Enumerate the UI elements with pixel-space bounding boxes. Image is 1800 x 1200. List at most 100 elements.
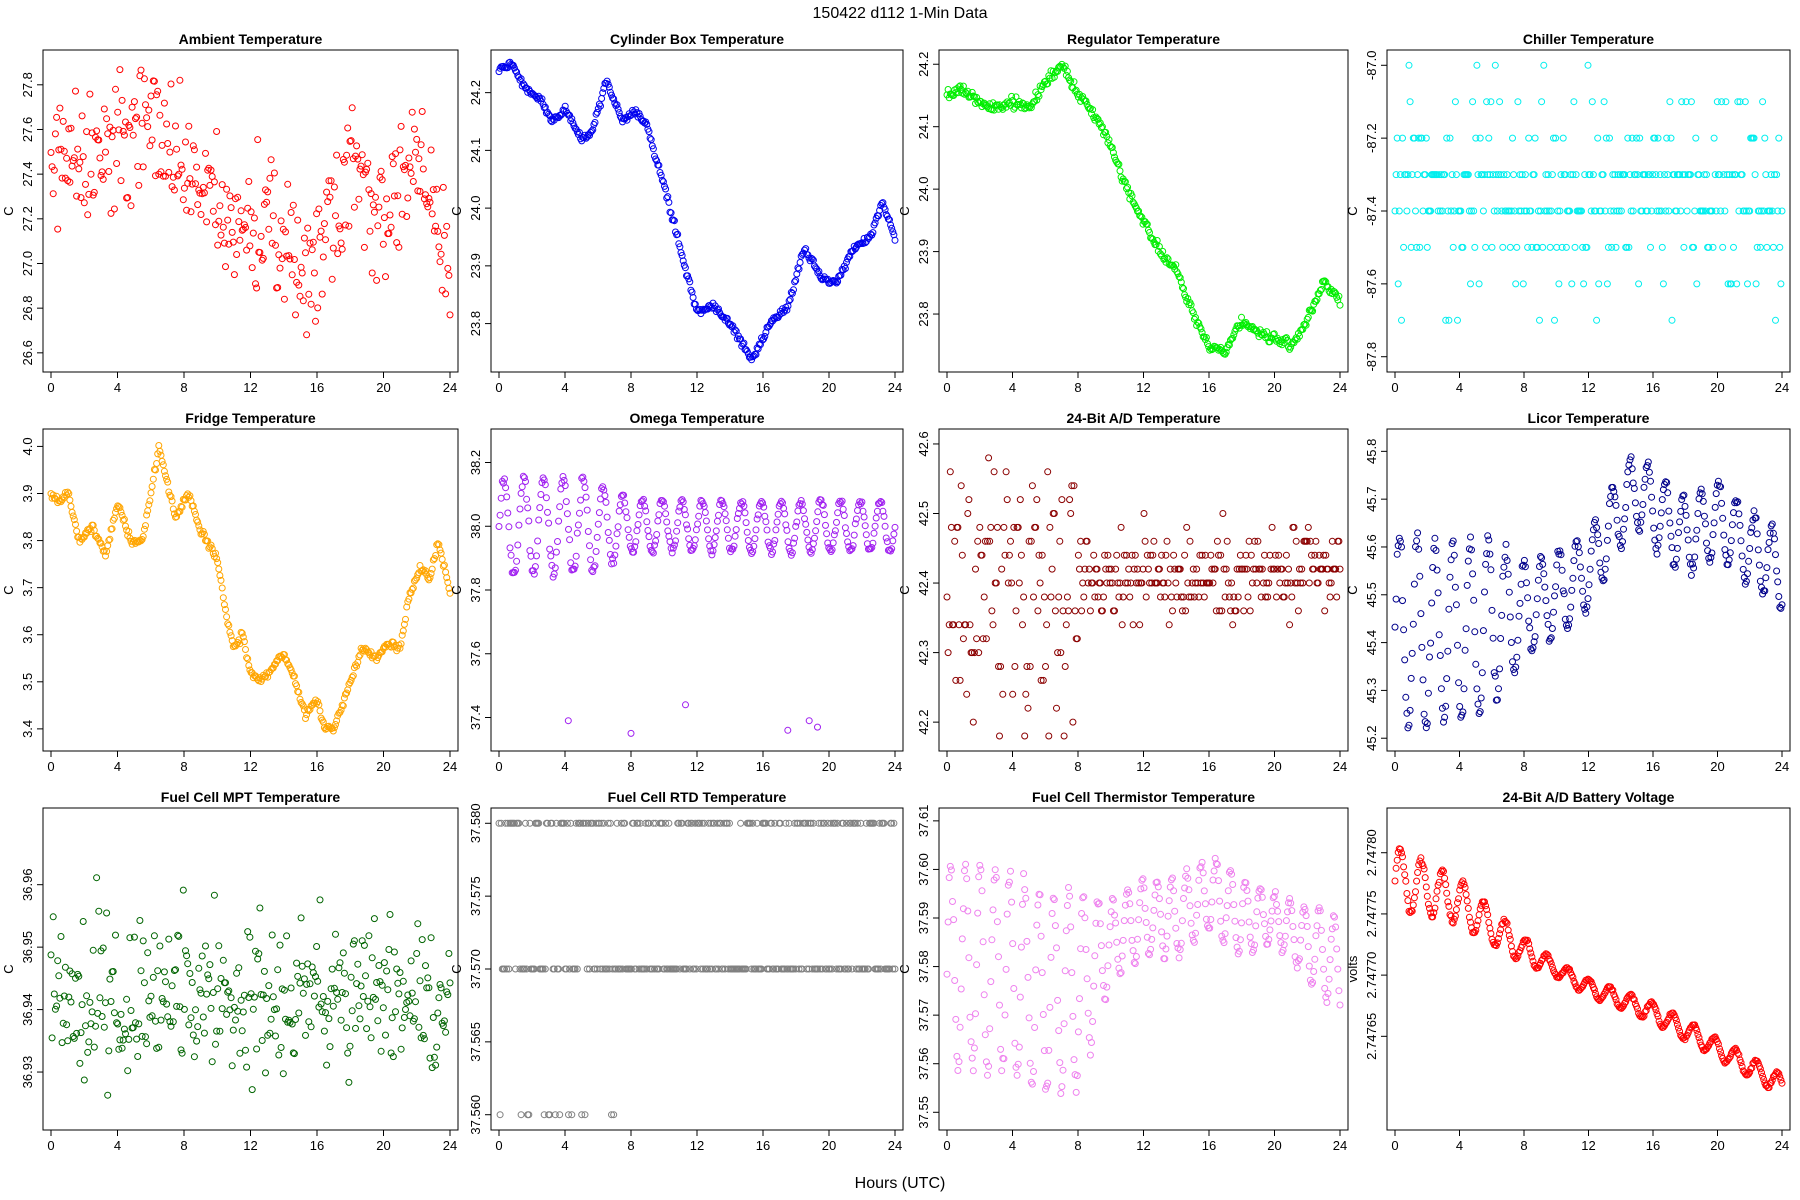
data-point xyxy=(1002,468,1010,476)
data-point xyxy=(1054,649,1062,657)
y-tick-label: 23.9 xyxy=(468,253,483,278)
data-point xyxy=(752,526,760,534)
data-point xyxy=(1335,537,1343,545)
data-point xyxy=(1422,724,1430,732)
data-point xyxy=(1332,565,1340,573)
data-point xyxy=(269,993,277,1001)
data-point xyxy=(1662,207,1670,215)
data-point xyxy=(965,954,973,962)
data-point xyxy=(1073,635,1081,643)
data-point xyxy=(968,1054,976,1062)
data-point xyxy=(807,549,815,557)
data-point xyxy=(229,1026,237,1034)
data-point xyxy=(516,505,524,513)
data-point xyxy=(239,1008,247,1016)
data-point xyxy=(1767,171,1775,179)
data-point xyxy=(850,531,858,539)
data-point xyxy=(1123,890,1130,898)
x-tick-label: 4 xyxy=(561,759,568,774)
data-point xyxy=(1672,207,1680,215)
data-point xyxy=(1402,877,1410,885)
data-point xyxy=(49,913,57,921)
data-point xyxy=(1585,976,1593,984)
data-point xyxy=(1706,558,1714,566)
data-point xyxy=(1288,907,1296,915)
data-point xyxy=(1778,601,1786,609)
y-tick-label: 38.2 xyxy=(468,450,483,475)
data-point xyxy=(295,1009,303,1017)
data-point xyxy=(1432,895,1440,903)
data-point xyxy=(242,1046,249,1054)
data-point xyxy=(1284,579,1291,587)
data-point xyxy=(704,526,711,534)
data-point xyxy=(1252,922,1260,930)
data-point xyxy=(159,172,167,180)
data-point xyxy=(122,118,129,126)
data-point xyxy=(720,503,728,511)
data-point xyxy=(1172,579,1180,587)
data-point xyxy=(1142,593,1150,601)
data-point xyxy=(537,491,545,498)
data-point xyxy=(1083,975,1091,983)
x-tick-label: 20 xyxy=(376,759,390,774)
data-point xyxy=(1631,499,1639,507)
data-point xyxy=(999,690,1007,698)
data-point xyxy=(273,1005,281,1013)
data-point xyxy=(1136,621,1144,629)
data-point xyxy=(1735,510,1743,518)
data-point xyxy=(1293,964,1301,972)
data-point xyxy=(100,105,108,113)
data-point xyxy=(124,194,132,201)
data-point xyxy=(108,525,116,533)
data-point xyxy=(439,562,447,570)
data-point xyxy=(1401,871,1409,879)
data-point xyxy=(1654,1012,1662,1020)
data-point xyxy=(158,995,166,1002)
data-point xyxy=(203,218,211,226)
data-point xyxy=(1683,526,1691,534)
y-tick-label: 36.96 xyxy=(20,868,35,901)
data-point xyxy=(152,172,159,180)
data-point xyxy=(140,979,148,987)
data-point xyxy=(880,512,888,520)
data-point xyxy=(284,180,292,188)
data-point xyxy=(1334,965,1342,973)
data-point xyxy=(137,967,145,975)
data-point xyxy=(292,1016,299,1023)
x-tick-label: 8 xyxy=(1074,380,1081,395)
data-point xyxy=(1485,536,1493,544)
data-point xyxy=(110,205,118,213)
data-point xyxy=(1172,924,1180,932)
data-point xyxy=(841,965,849,973)
data-point xyxy=(1533,243,1541,251)
data-point xyxy=(1764,546,1772,554)
data-point xyxy=(586,542,593,550)
data-point xyxy=(176,76,184,84)
data-point xyxy=(951,977,959,984)
data-point xyxy=(355,1002,363,1010)
data-point xyxy=(1267,917,1275,925)
data-point xyxy=(1297,936,1305,944)
data-point xyxy=(1657,207,1665,215)
data-point xyxy=(1521,171,1529,179)
data-point xyxy=(109,126,117,134)
data-point xyxy=(1183,523,1191,531)
data-point xyxy=(1086,607,1094,615)
data-point xyxy=(520,965,528,973)
data-point xyxy=(1421,874,1429,882)
data-point xyxy=(503,965,511,973)
data-point xyxy=(681,264,689,272)
data-point xyxy=(444,991,452,999)
data-point xyxy=(1222,348,1230,356)
data-point xyxy=(177,503,185,510)
data-point xyxy=(1329,287,1337,295)
data-point xyxy=(289,1049,297,1057)
data-point xyxy=(1479,627,1487,635)
data-point xyxy=(795,965,803,973)
data-point xyxy=(1126,593,1134,601)
data-point xyxy=(400,1014,408,1021)
data-point xyxy=(782,819,790,827)
data-point xyxy=(1061,967,1069,975)
